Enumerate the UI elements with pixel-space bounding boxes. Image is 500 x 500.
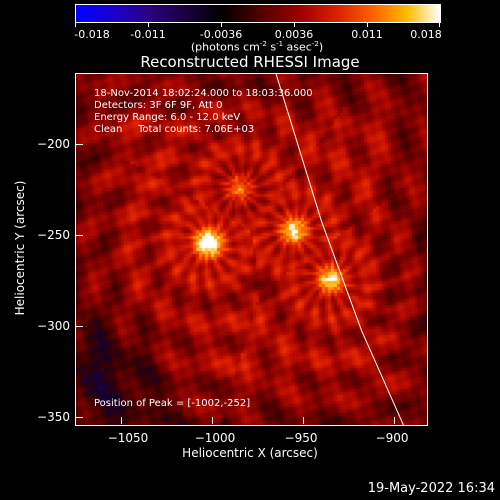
timestamp: 19-May-2022 16:34 [367, 481, 495, 496]
colorbar [75, 4, 441, 23]
x-tick [212, 417, 213, 424]
x-axis-label: Heliocentric X (arcsec) [182, 446, 318, 460]
colorbar-tick-label: 0.011 [351, 28, 383, 41]
y-tick [76, 144, 83, 145]
y-tick-label: −250 [37, 228, 70, 242]
info-counts: Total counts: 7.06E+03 [138, 124, 255, 135]
x-tick [394, 417, 395, 424]
y-tick-label: −350 [37, 410, 70, 424]
y-tick [76, 235, 83, 236]
y-tick [76, 417, 83, 418]
y-axis-label: Heliocentric Y (arcsec) [13, 180, 27, 316]
info-time-range: 18-Nov-2014 18:02:24.000 to 18:03:36.000 [94, 88, 313, 99]
heatmap-canvas [76, 74, 427, 425]
x-tick-label: −1050 [107, 431, 149, 445]
limb-overlay [275, 74, 404, 425]
y-tick [76, 326, 83, 327]
info-clean: Clean [94, 124, 123, 135]
plot-title: Reconstructed RHESSI Image [140, 53, 360, 71]
x-tick-label: −900 [375, 431, 409, 445]
colorbar-tick-label: -0.011 [130, 28, 166, 41]
colorbar-tick [148, 22, 149, 27]
colorbar-units: (photons cm-2 s-1 asec-2) [190, 40, 324, 54]
colorbar-tick [367, 22, 368, 27]
colorbar-tick [221, 22, 222, 27]
solar-limb-line [275, 74, 404, 425]
colorbar-tick-label: -0.018 [74, 28, 110, 41]
info-peak-position: Position of Peak = [-1002,-252] [94, 398, 251, 409]
y-tick-label: −200 [37, 137, 70, 151]
info-detectors: Detectors: 3F 6F 9F, Att 0 [94, 100, 223, 111]
colorbar-tick [294, 22, 295, 27]
x-tick [121, 417, 122, 424]
colorbar-tick-label: 0.0036 [274, 28, 314, 41]
y-tick-label: −300 [37, 319, 70, 333]
colorbar-tick-label: 0.018 [410, 28, 442, 41]
heatmap-plot: 18-Nov-2014 18:02:24.000 to 18:03:36.000… [75, 73, 428, 426]
colorbar-tick [75, 22, 76, 27]
x-tick-label: −1000 [194, 431, 236, 445]
info-energy: Energy Range: 6.0 - 12.0 keV [94, 112, 241, 123]
x-tick-label: −950 [284, 431, 318, 445]
colorbar-tick-label: -0.0036 [199, 28, 243, 41]
colorbar-tick [439, 22, 440, 27]
x-tick [303, 417, 304, 424]
